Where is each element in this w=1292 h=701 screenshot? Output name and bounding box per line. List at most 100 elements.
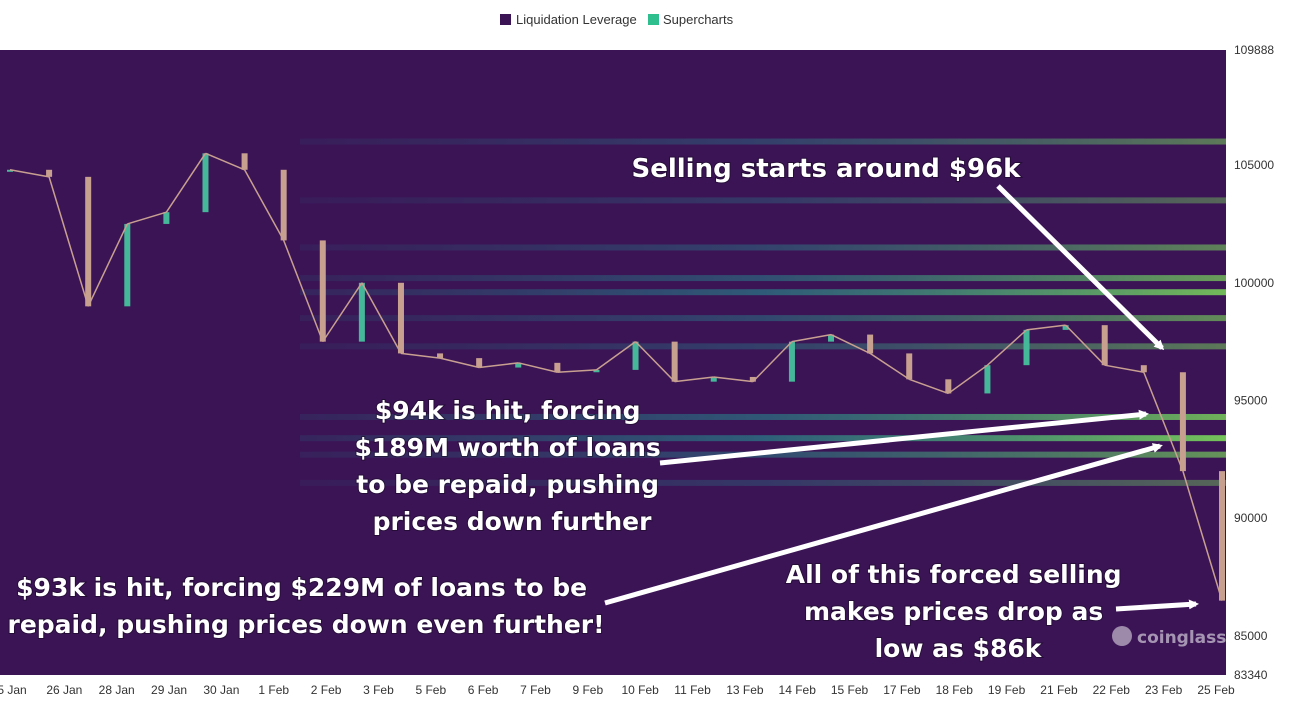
arrow-selling-start (996, 184, 1165, 351)
x-tick-label-19: 19 Feb (988, 683, 1026, 697)
price-candle-8 (319, 240, 326, 342)
legend-swatch-supercharts (648, 14, 659, 25)
price-line-segment-31 (1182, 470, 1223, 601)
coinglass-logo-icon (1112, 626, 1132, 646)
price-candle-30 (1179, 372, 1186, 472)
x-tick-label-5: 1 Feb (258, 683, 289, 697)
x-tick-label-1: 26 Jan (46, 683, 82, 697)
heat-band-3 (300, 275, 1226, 282)
price-line-segment-5 (165, 152, 207, 213)
annotation-selling-start: Selling starts around $96k (632, 154, 1022, 184)
heat-band-8 (300, 435, 1226, 442)
price-candle-7 (280, 169, 287, 241)
legend-swatch-liquidation-leverage (500, 14, 511, 25)
price-candle-16 (632, 341, 639, 370)
y-tick-label-3: 95000 (1234, 393, 1268, 407)
price-line-segment-29 (1104, 364, 1144, 373)
price-candle-18 (710, 376, 717, 382)
price-candle-1 (46, 169, 53, 177)
price-candle-20 (788, 341, 795, 382)
price-candle-15 (593, 369, 600, 373)
price-candle-26 (1023, 329, 1030, 366)
y-tick-label-4: 100000 (1234, 276, 1274, 290)
price-line-segment-24 (908, 378, 949, 395)
heat-band-2 (300, 244, 1226, 251)
price-line-segment-15 (557, 369, 597, 373)
price-line-segment-19 (713, 376, 753, 383)
y-tick-label-2: 90000 (1234, 511, 1268, 525)
price-line-segment-30 (1143, 371, 1184, 472)
x-tick-label-17: 17 Feb (883, 683, 921, 697)
price-candle-17 (671, 341, 678, 382)
price-line-segment-1 (9, 169, 50, 178)
price-line-segment-10 (361, 282, 402, 354)
price-candle-31 (1219, 471, 1225, 601)
price-candle-12 (476, 358, 483, 368)
price-candle-9 (358, 282, 365, 342)
price-candle-27 (1062, 325, 1069, 330)
y-tick-label-6: 109888 (1234, 43, 1274, 57)
x-tick-label-16: 15 Feb (831, 683, 869, 697)
price-candle-4 (163, 212, 170, 224)
price-candle-23 (906, 353, 913, 380)
price-line-segment-11 (400, 352, 441, 359)
price-candle-29 (1140, 365, 1147, 373)
price-line-segment-12 (439, 357, 480, 369)
x-tick-label-4: 30 Jan (203, 683, 239, 697)
price-line-segment-9 (322, 282, 363, 343)
price-line-segment-21 (791, 333, 832, 343)
x-tick-label-0: 5 Jan (0, 683, 27, 697)
x-tick-label-6: 2 Feb (311, 683, 342, 697)
y-axis: 83340 85000 90000 95000 100000 105000 109888 (1234, 43, 1274, 682)
heat-band-7 (300, 413, 1226, 420)
x-tick-label-11: 9 Feb (572, 683, 603, 697)
heat-band-6 (300, 343, 1226, 350)
annotations: Selling starts around $96k $94k is hit, … (6, 153, 1131, 664)
x-tick-label-8: 5 Feb (415, 683, 446, 697)
price-candle-14 (554, 362, 561, 373)
price-candle-0 (7, 169, 13, 172)
price-line-segment-3 (87, 223, 128, 307)
price-candle-28 (1101, 325, 1108, 366)
annotation-94k: $94k is hit, forcing $189M worth of loan… (355, 396, 670, 536)
price-line-segment-18 (674, 376, 714, 383)
annotation-93k: $93k is hit, forcing $229M of loans to b… (7, 573, 604, 639)
legend-label-liquidation-leverage: Liquidation Leverage (516, 12, 637, 27)
x-tick-label-9: 6 Feb (468, 683, 499, 697)
price-line-segment-28 (1065, 324, 1106, 366)
x-axis: 5 Jan 26 Jan 28 Jan 29 Jan 30 Jan 1 Feb 2 Feb 3… (0, 683, 1235, 697)
coinglass-watermark: coinglass (1112, 626, 1226, 648)
price-candle-6 (241, 153, 248, 170)
arrow-86k (1115, 599, 1199, 612)
price-line-segment-27 (1026, 324, 1066, 331)
annotation-86k: All of this forced selling makes prices … (786, 560, 1131, 663)
heat-band-1 (300, 197, 1226, 204)
x-tick-label-21: 22 Feb (1093, 683, 1131, 697)
arrow-94k (659, 409, 1149, 466)
price-line-segment-22 (830, 333, 871, 355)
price-line-segment-8 (282, 240, 324, 342)
y-tick-label-0: 83340 (1234, 668, 1268, 682)
x-tick-label-22: 23 Feb (1145, 683, 1183, 697)
price-candle-24 (945, 379, 952, 394)
price-line-segment-4 (127, 211, 167, 225)
x-tick-label-23: 25 Feb (1197, 683, 1235, 697)
x-tick-label-20: 21 Feb (1040, 683, 1078, 697)
heat-band-4 (300, 289, 1226, 296)
price-candle-11 (437, 353, 444, 359)
heat-band-10 (300, 479, 1226, 486)
price-line-segment-14 (518, 362, 558, 373)
price-candle-25 (984, 365, 991, 394)
price-candle-10 (397, 282, 404, 354)
price-line-segment-6 (205, 152, 245, 171)
price-candle-3 (124, 223, 131, 307)
price-candle-13 (515, 362, 522, 368)
price-line-segment-16 (596, 341, 636, 371)
price-candle-19 (749, 376, 756, 382)
y-tick-label-5: 105000 (1234, 158, 1274, 172)
price-line-segment-17 (635, 341, 676, 383)
x-tick-label-13: 11 Feb (674, 683, 711, 697)
price-candle-5 (202, 153, 209, 213)
arrow-93k (604, 443, 1163, 606)
legend-label-supercharts: Supercharts (663, 12, 734, 27)
